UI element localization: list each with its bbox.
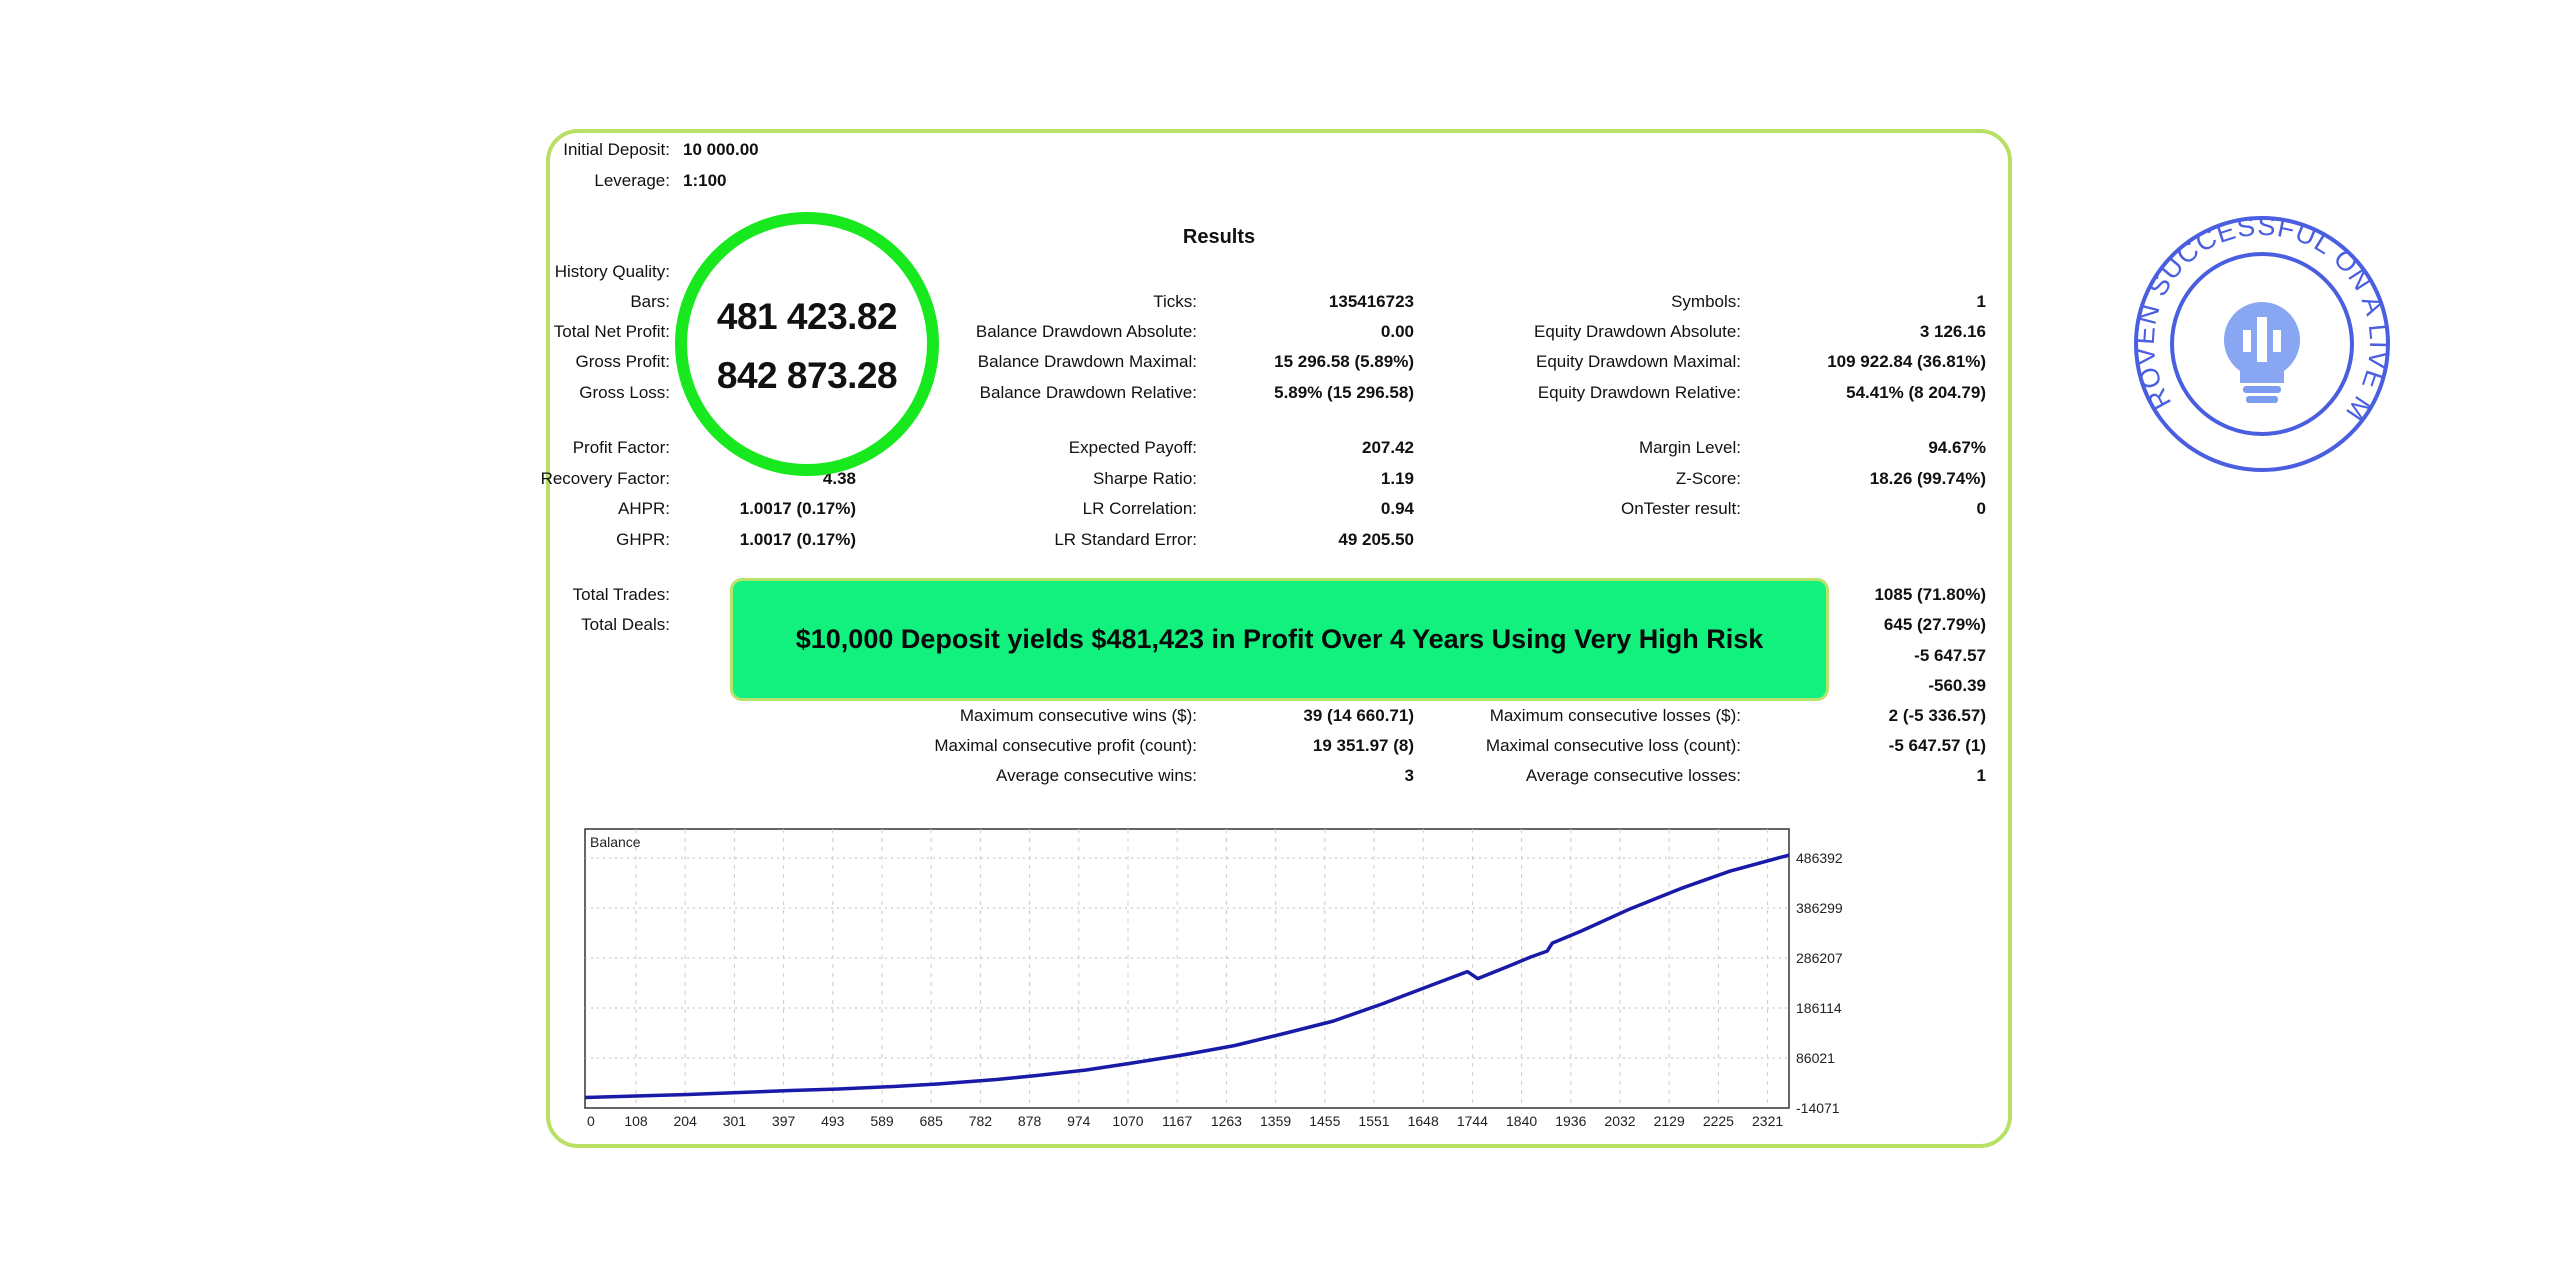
gross-profit-highlight: 842 873.28: [716, 355, 898, 396]
stat-label-c3: Maximal consecutive loss (count):: [1485, 736, 1741, 755]
stat-value-c2: 0.00: [1380, 322, 1414, 341]
stat-value-c3: 54.41% (8 204.79): [1846, 383, 1986, 402]
stat-value-c2: 15 296.58 (5.89%): [1274, 352, 1414, 371]
stat-value-c2: 49 205.50: [1338, 530, 1414, 549]
stat-value-c3: 18.26 (99.74%): [1869, 469, 1986, 488]
stat-label-c2: LR Standard Error:: [1054, 530, 1197, 549]
stat-label-c1: Total Net Profit:: [553, 322, 670, 341]
banner-text: $10,000 Deposit yields $481,423 in Profi…: [795, 624, 1764, 654]
stat-value-c3: 1085 (71.80%): [1874, 585, 1986, 604]
stat-label-c3: Maximum consecutive losses ($):: [1489, 706, 1741, 725]
stat-label-c1: Bars:: [630, 292, 670, 311]
headline-banner: $10,000 Deposit yields $481,423 in Profi…: [730, 578, 1829, 701]
stat-label-c1: Profit Factor:: [572, 438, 670, 457]
stat-value-c3: 1: [1976, 766, 1986, 785]
stat-label-c1: GHPR:: [616, 530, 670, 549]
stat-label-c1: Leverage:: [594, 171, 670, 190]
stat-value-c1: 10 000.00: [683, 140, 759, 159]
stat-label-c3: Equity Drawdown Absolute:: [1534, 322, 1741, 341]
stat-label-c3: Average consecutive losses:: [1525, 766, 1741, 785]
stat-value-c2: 135416723: [1328, 292, 1414, 311]
stat-label-c2: Balance Drawdown Relative:: [979, 383, 1197, 402]
stat-label-c2: Balance Drawdown Maximal:: [977, 352, 1197, 371]
stat-value-c3: 0: [1976, 499, 1986, 518]
stat-label-c1: Gross Loss:: [579, 383, 670, 402]
stat-value-c1: 1.0017 (0.17%): [739, 499, 856, 518]
stat-value-c3: 94.67%: [1928, 438, 1986, 457]
stat-label-c3: Equity Drawdown Relative:: [1537, 383, 1741, 402]
stat-label-c1: AHPR:: [618, 499, 670, 518]
stat-value-c3: 1: [1976, 292, 1986, 311]
stat-label-c2: Ticks:: [1153, 292, 1197, 311]
highlight-ring: [675, 212, 939, 476]
stat-label-c2: LR Correlation:: [1082, 499, 1197, 518]
stat-value-c3: -5 647.57: [1914, 646, 1986, 665]
stat-label-c2: Average consecutive wins:: [996, 766, 1197, 785]
stat-label-c1: Initial Deposit:: [563, 140, 670, 159]
stat-label-c3: OnTester result:: [1621, 499, 1741, 518]
stat-value-c3: 109 922.84 (36.81%): [1827, 352, 1986, 371]
stat-label-c1: Recovery Factor:: [540, 469, 670, 488]
stat-value-c1: 1.0017 (0.17%): [739, 530, 856, 549]
lightbulb-candlestick-icon: [2223, 302, 2301, 403]
stat-label-c2: Expected Payoff:: [1068, 438, 1197, 457]
stat-label-c1: Gross Profit:: [575, 352, 670, 371]
stat-value-c2: 0.94: [1380, 499, 1414, 518]
stat-value-c1: 1:100: [683, 171, 727, 190]
stat-value-c2: 5.89% (15 296.58): [1274, 383, 1414, 402]
stat-value-c3: 3 126.16: [1919, 322, 1986, 341]
net-profit-highlight: 481 423.82: [716, 296, 898, 337]
stat-value-c3: 2 (-5 336.57): [1888, 706, 1986, 725]
results-title: Results: [1182, 226, 1256, 248]
stat-value-c2: 207.42: [1362, 438, 1414, 457]
stat-label-c3: Symbols:: [1671, 292, 1741, 311]
stat-value-c2: 1.19: [1380, 469, 1414, 488]
stat-label-c2: Maximal consecutive profit (count):: [934, 736, 1197, 755]
stat-label-c2: Balance Drawdown Absolute:: [975, 322, 1197, 341]
stat-label-c1: Total Trades:: [572, 585, 670, 604]
stat-value-c2: 39 (14 660.71): [1303, 706, 1414, 725]
stat-label-c1: Total Deals:: [581, 615, 670, 634]
stat-label-c3: Equity Drawdown Maximal:: [1535, 352, 1741, 371]
stat-label-c1: History Quality:: [554, 262, 670, 281]
stat-label-c2: Sharpe Ratio:: [1093, 469, 1197, 488]
stat-value-c2: 3: [1404, 766, 1414, 785]
stat-label-c3: Margin Level:: [1638, 438, 1741, 457]
stat-value-c2: 19 351.97 (8): [1312, 736, 1414, 755]
stat-value-c3: -560.39: [1928, 676, 1986, 695]
stat-label-c2: Maximum consecutive wins ($):: [959, 706, 1197, 725]
stat-value-c3: 645 (27.79%): [1883, 615, 1986, 634]
stat-value-c3: -5 647.57 (1): [1888, 736, 1986, 755]
stat-label-c3: Z-Score:: [1675, 469, 1741, 488]
proven-stamp: PROVEN SUCCESSFUL ON A LIVE MONEY ACCOUN…: [2130, 212, 2393, 472]
